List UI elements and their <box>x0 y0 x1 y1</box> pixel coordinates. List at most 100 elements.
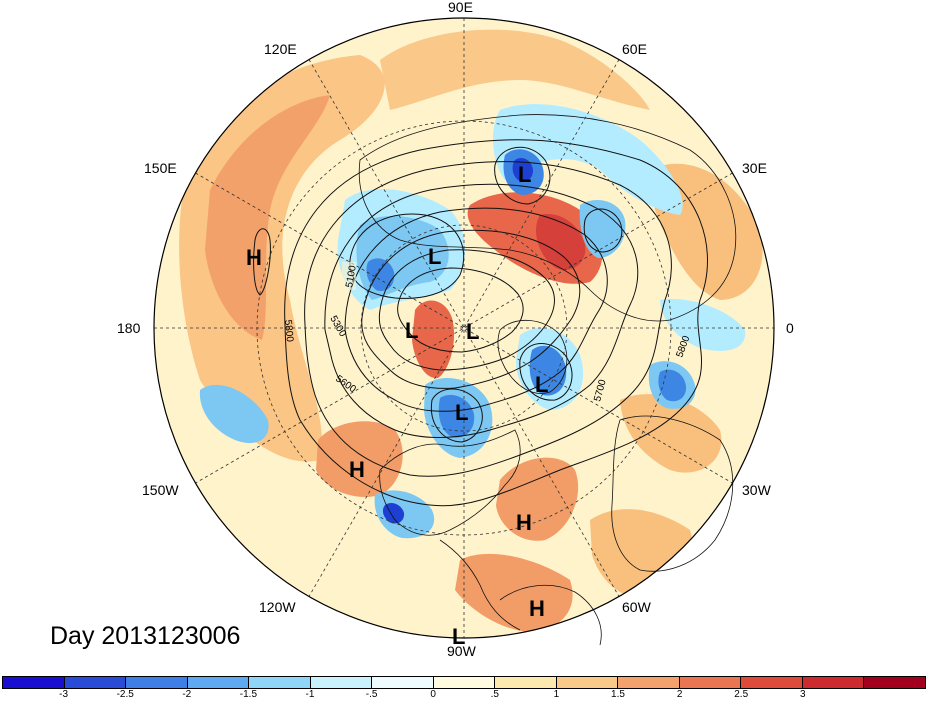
anomaly-negative-greenland-core <box>529 345 567 396</box>
colorbar-segment-10 <box>618 677 680 688</box>
anomaly-positive-asia <box>380 29 650 110</box>
colorbar-tick-label: 0 <box>430 689 436 700</box>
anomaly-negative-west-siberia-deep <box>366 258 395 292</box>
colorbar-tick-label: -3 <box>59 689 69 700</box>
colorbar-segment-8 <box>495 677 557 688</box>
high-center-pacific-east: H <box>349 457 365 482</box>
lon-label-120e: 120E <box>264 41 297 57</box>
contour-5200 <box>397 267 524 353</box>
colorbar-segment-6 <box>372 677 434 688</box>
colorbar <box>2 676 926 689</box>
anomaly-positive-atlantic <box>496 457 579 541</box>
colorbar-segment-11 <box>679 677 742 688</box>
low-center-bottom: L <box>452 624 465 649</box>
low-center-siberia-west: L <box>428 244 441 269</box>
coast-south-america <box>499 584 602 646</box>
contour-label-5100: 5100 <box>344 264 359 288</box>
high-center-pacific-west: H <box>246 245 262 270</box>
coast-north-america <box>379 429 521 536</box>
colorbar-tick-label: -.5 <box>365 689 378 700</box>
contour-5600 <box>324 183 639 438</box>
day-label: Day 2013123006 <box>50 622 241 650</box>
colorbar-segment-5 <box>310 677 373 688</box>
anomaly-negative-siberia-east-deep <box>512 158 533 182</box>
map-boundary-circle <box>153 17 775 639</box>
colorbar-tick-label: -2.5 <box>116 689 134 700</box>
colorbar-segment-4 <box>249 677 311 688</box>
colorbar-segment-13 <box>802 677 865 688</box>
lon-label-0: 0 <box>786 320 794 336</box>
contour-5100-siberia <box>349 213 465 299</box>
lon-label-30w: 30W <box>742 482 771 498</box>
meridian-30e-150w <box>195 172 733 484</box>
high-center-caribbean: H <box>529 596 545 621</box>
contour-5400 <box>361 229 581 389</box>
latitude-circle-60 <box>360 224 568 432</box>
anomaly-negative-europe <box>660 299 746 351</box>
coast-eurasia <box>358 114 737 322</box>
anomaly-negative-urals <box>579 200 626 258</box>
colorbar-segment-2 <box>126 677 188 688</box>
anomaly-positive-east-atlantic <box>620 394 722 473</box>
anomaly-positive-pacific-core <box>205 95 330 340</box>
lon-label-90e: 90E <box>448 0 473 15</box>
colorbar-tick-label: .5 <box>490 689 499 700</box>
colorbar-segment-12 <box>741 677 803 688</box>
meridian-150e-30w <box>195 172 733 484</box>
colorbar-tick-label: 1 <box>553 689 560 700</box>
lon-label-180: 180 <box>117 320 141 336</box>
colorbar-tick-label: 2.5 <box>734 689 749 700</box>
colorbar-tick-labels: -3 -2.5 -2 -1.5 -1 -.5 0 .5 1 1.5 2 2.5 3 <box>0 690 928 702</box>
colorbar-tick-label: 1.5 <box>611 689 625 700</box>
height-contours <box>253 139 708 507</box>
lon-label-60e: 60E <box>622 41 647 57</box>
contour-siberia-east-low <box>494 146 551 205</box>
lon-label-90w: 90W <box>447 643 476 659</box>
low-center-arctic-pole: L <box>466 319 479 344</box>
graticule <box>154 18 774 638</box>
contour-5300 <box>378 249 555 371</box>
lon-label-60w: 60W <box>622 599 651 615</box>
coast-central-america <box>439 539 521 631</box>
high-center-atlantic: H <box>516 510 532 535</box>
low-center-greenland: L <box>535 372 548 397</box>
lon-label-150e: 150E <box>144 160 177 176</box>
contour-5800 <box>284 139 708 507</box>
colorbar-segment-0 <box>3 677 65 688</box>
contour-label-5800-west: 5800 <box>282 319 295 343</box>
contour-urals-low <box>583 208 623 253</box>
lon-label-30e: 30E <box>742 160 767 176</box>
low-center-arctic-pacific: L <box>405 318 418 343</box>
anomaly-negative-pacific <box>199 384 269 444</box>
anomaly-negative-siberia-east <box>493 104 683 215</box>
contour-5100-greenland <box>519 343 573 401</box>
colorbar-segment-9 <box>556 677 619 688</box>
anomaly-positive-caribbean <box>455 553 573 632</box>
contour-5100-canada <box>430 388 483 443</box>
coast-africa <box>611 415 734 572</box>
colorbar-tick-label: -2 <box>182 689 192 700</box>
contour-5500 <box>344 207 608 412</box>
lon-label-120w: 120W <box>259 599 296 615</box>
meridian-120e-60w <box>308 59 620 597</box>
colorbar-segment-7 <box>433 677 496 688</box>
colorbar-tick-label: 2 <box>676 689 683 700</box>
colorbar-segment-1 <box>64 677 127 688</box>
anomaly-negative-mexico <box>374 490 435 539</box>
low-center-canada: L <box>455 400 468 425</box>
colorbar-tick-label: 3 <box>800 689 806 700</box>
coastlines <box>358 114 737 646</box>
colorbar-tick-label: -1 <box>305 689 315 700</box>
colorbar-segment-3 <box>187 677 250 688</box>
anomaly-negative-canada-core <box>438 394 475 438</box>
meridian-60e-120w <box>308 59 620 597</box>
contour-h-pacific <box>253 228 271 296</box>
anomaly-positive-pacific-band <box>179 55 385 462</box>
colorbar-tick-label: -1.5 <box>239 689 258 700</box>
low-center-siberia-east: L <box>518 162 531 187</box>
contour-5700 <box>304 161 672 477</box>
coast-greenland <box>497 319 568 394</box>
colorbar-segment-14 <box>864 677 925 688</box>
anomaly-positive-npac-high <box>316 421 403 498</box>
